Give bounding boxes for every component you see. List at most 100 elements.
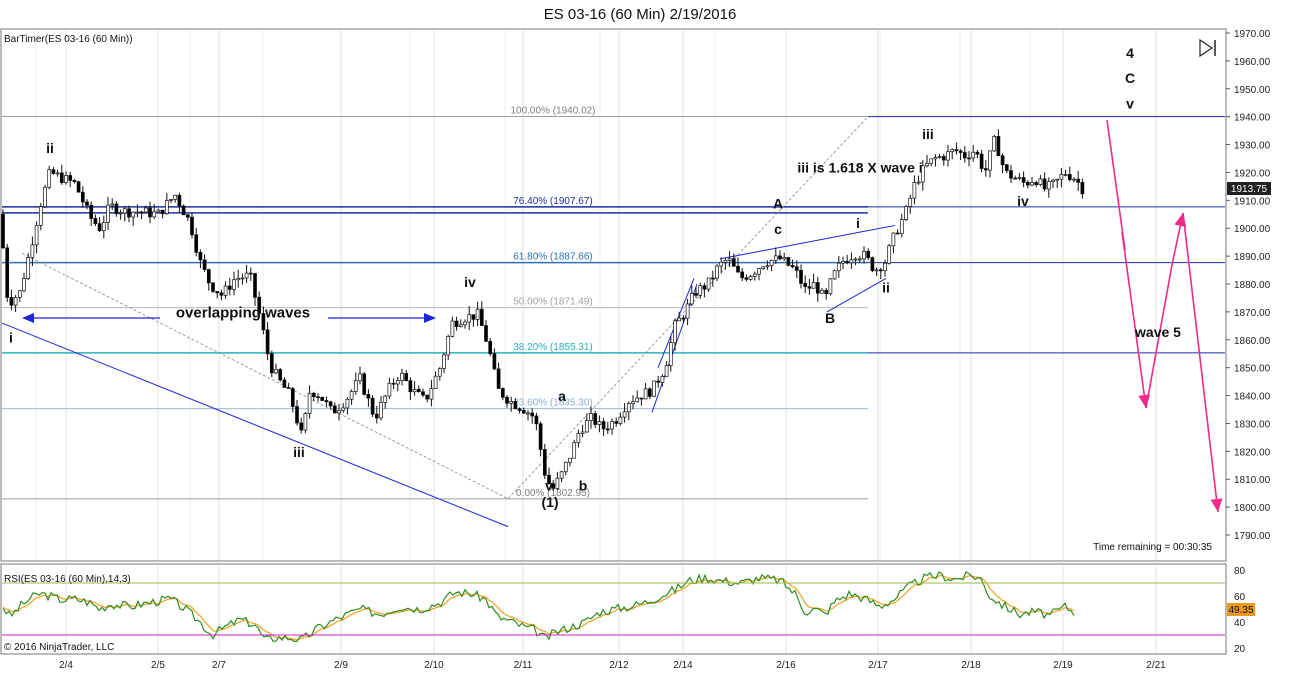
candle-body [1080, 181, 1085, 195]
price-tick-label: 1940.00 [1234, 113, 1271, 124]
candle-body [933, 157, 938, 160]
price-tick-label: 1810.00 [1234, 475, 1271, 486]
candle-body [757, 268, 761, 275]
candle-body [30, 244, 35, 258]
price-tick-label: 1790.00 [1234, 531, 1271, 542]
candle-body [206, 269, 211, 284]
candle-body [820, 289, 824, 294]
candle-body [265, 329, 270, 355]
candle-body [9, 297, 14, 306]
candle-body [395, 380, 400, 385]
candle-body [278, 369, 283, 381]
wave-label: iii [293, 444, 305, 460]
candle-body [643, 388, 648, 400]
candle-body [845, 261, 850, 264]
candle-body [471, 314, 476, 320]
candle-body [790, 264, 795, 268]
candle-body [59, 172, 64, 183]
candle-body [752, 273, 757, 277]
candle-body [580, 431, 585, 434]
candle-body [769, 259, 774, 267]
candle-body [870, 257, 875, 271]
candle-body [55, 172, 60, 175]
candle-body [425, 394, 430, 400]
wave-label: A [773, 196, 783, 212]
candle-body [635, 397, 640, 403]
projection-arrows [1106, 119, 1223, 513]
candle-body [324, 400, 329, 403]
candle-body [622, 411, 627, 418]
candle-body [836, 262, 841, 272]
time-axis: 2/4 2/5 2/7 2/9 2/10 2/11 2/12 2/14 2/16 2/17 2/18… [59, 660, 1166, 671]
candle-body [992, 136, 997, 152]
candle-body [887, 245, 892, 264]
candle-body [841, 261, 845, 264]
candle-body [698, 285, 703, 296]
candle-body [891, 232, 896, 247]
fib-label: 50.00% (1871.49) [513, 297, 593, 308]
candle-body [227, 285, 232, 290]
candle-body [605, 428, 610, 431]
price-tick-label: 1820.00 [1234, 447, 1271, 458]
candle-body [76, 181, 81, 193]
candle-body [316, 396, 320, 399]
candle-body [677, 317, 682, 322]
candle-body [345, 398, 350, 409]
candle-body [412, 389, 417, 393]
candle-body [618, 416, 623, 424]
candle-body [366, 394, 371, 399]
time-tick-label: 2/17 [868, 660, 888, 671]
candle-body [1000, 155, 1005, 166]
candle-body [169, 199, 173, 201]
candle-body [1021, 177, 1026, 183]
candle-body [660, 376, 665, 383]
candle-body [194, 234, 199, 253]
candle-body [689, 293, 694, 305]
price-tick-label: 1880.00 [1234, 280, 1271, 291]
candle-body [761, 266, 766, 269]
scroll-to-end-icon[interactable] [1197, 37, 1219, 59]
time-tick-label: 2/5 [151, 660, 165, 671]
candle-body [576, 433, 581, 444]
rsi-tick-label: 20 [1234, 644, 1246, 655]
candle-body [248, 272, 253, 275]
candle-body [597, 421, 602, 425]
candle-body [328, 401, 333, 407]
candle-body [773, 255, 778, 261]
candle-body [584, 420, 589, 433]
candle-body [442, 354, 446, 369]
arrow-down-short [1121, 231, 1147, 409]
candle-body [72, 180, 77, 182]
candle-body [631, 401, 635, 404]
candle-body [1025, 181, 1030, 186]
candle-body [815, 282, 820, 294]
candle-body [173, 194, 178, 200]
candle-body [358, 373, 362, 382]
time-tick-label: 2/14 [673, 660, 693, 671]
candle-body [824, 289, 829, 295]
candle-body [1042, 178, 1047, 190]
candle-body [702, 285, 707, 290]
candle-body [400, 372, 404, 381]
candle-body [950, 149, 955, 153]
candle-body [349, 391, 354, 400]
candle-body [353, 380, 358, 392]
wave-label: a [558, 388, 566, 404]
candle-body [883, 262, 887, 272]
time-tick-label: 2/11 [514, 660, 533, 671]
candle-body [899, 219, 904, 234]
candle-body [996, 136, 1001, 157]
candle-body [421, 391, 425, 396]
candle-body [601, 421, 606, 430]
candle-body [391, 382, 396, 385]
candle-body [748, 276, 753, 280]
candle-body [492, 353, 497, 370]
rsi-axis: 80 60 40 20 [2, 566, 1246, 655]
candle-body [236, 277, 241, 281]
svg-text:1913.75: 1913.75 [1231, 184, 1268, 195]
candle-body [122, 208, 127, 214]
candle-body [925, 162, 929, 167]
candle-body [362, 373, 367, 395]
chart-title: ES 03-16 (60 Min) 2/19/2016 [544, 6, 737, 23]
